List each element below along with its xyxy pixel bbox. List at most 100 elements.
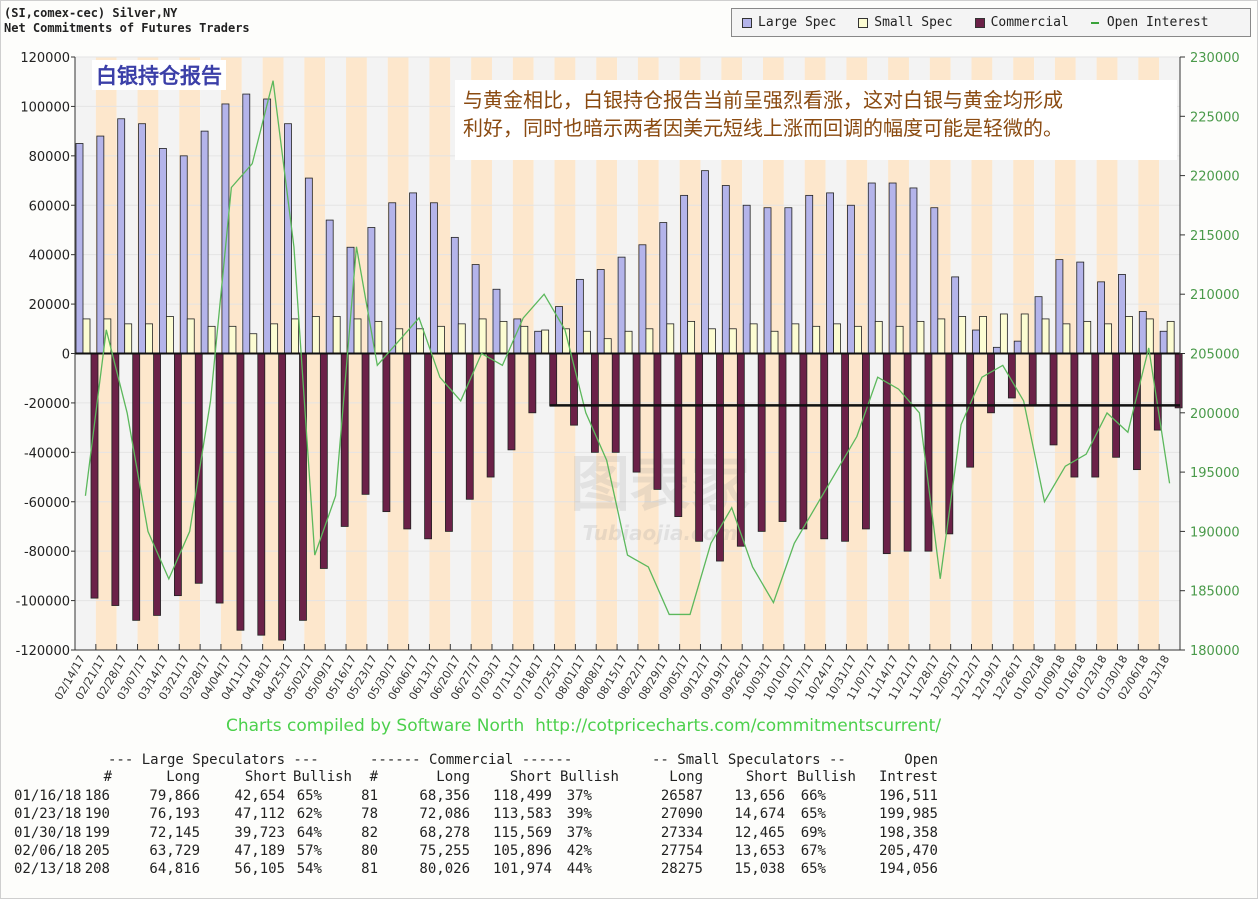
bar-small-spec [353,318,362,354]
bar-large-spec [263,98,272,354]
bar-large-spec [867,182,876,354]
bar-large-spec [1076,261,1085,354]
bar-large-spec [701,170,709,354]
table-cell: 28275 [660,861,703,878]
y2-tick-label: 215000 [1190,229,1240,244]
row-date: 02/06/18 [14,842,82,859]
bar-commercial [215,353,224,604]
legend-label: Open Interest [1106,15,1209,30]
bar-large-spec [1159,330,1168,354]
bar-commercial [716,353,724,562]
table-cell: 72,145 [149,824,200,841]
y-tick-label: 100000 [20,100,70,115]
table-cell: 47,189 [234,842,285,859]
table-cell: 80,026 [419,861,470,878]
column-header: Short [509,769,552,785]
bar-commercial [1091,353,1100,478]
bar-small-spec [1083,320,1092,354]
annotation-note: 与黄金相比，白银持仓报告当前呈强烈看涨，这对白银与黄金均形成 利好，同时也暗示两… [455,80,1177,160]
bar-small-spec [749,323,758,354]
bar-large-spec [1118,274,1126,354]
bar-small-spec [186,318,195,354]
table-cell: 47,112 [234,806,285,823]
y-tick-label: -80000 [24,545,70,560]
bar-small-spec [541,329,550,354]
table-cell: 199 [84,824,110,841]
group-header-open: Open [904,752,938,768]
legend-open-interest: Open Interest [1090,15,1209,30]
table-cell: 56,105 [234,861,285,878]
table-cell: 26587 [660,788,703,804]
bar-commercial [111,353,120,606]
bar-small-spec [582,330,591,354]
bar-small-spec [145,323,153,354]
legend-swatch-open-interest [1090,21,1099,24]
chart-title: Net Commitments of Futures Traders [4,21,250,35]
bar-small-spec [416,328,424,354]
bar-small-spec [979,316,987,354]
bar-large-spec [1034,296,1043,354]
bar-large-spec [680,194,689,354]
bar-large-spec [430,202,438,354]
bar-small-spec [82,318,91,354]
y-tick-label: -120000 [16,644,70,659]
bar-small-spec [666,323,675,354]
bar-commercial [1133,353,1141,471]
table-cell: 13,653 [734,842,785,859]
bar-large-spec [930,207,939,354]
y2-tick-label: 225000 [1190,110,1240,125]
bar-large-spec [75,143,84,354]
bar-large-spec [805,194,814,354]
bar-commercial [903,353,912,552]
bar-large-spec [325,219,334,354]
row-date: 01/16/18 [14,788,82,804]
table-cell: 205,470 [878,842,938,859]
table-cell: 69% [800,824,826,841]
table-cell: 186 [84,788,110,804]
y-tick-label: 120000 [20,51,70,66]
bar-commercial [862,353,870,530]
row-date: 01/23/18 [14,806,82,823]
bar-large-spec [409,192,417,354]
bar-commercial [945,353,954,535]
bar-commercial [799,353,808,530]
bar-commercial [841,353,849,542]
legend-swatch-commercial [974,17,985,28]
table-cell: 27090 [660,806,703,823]
bar-small-spec [603,338,612,354]
legend-label: Commercial [990,15,1069,30]
bar-commercial [382,353,391,513]
y2-tick-label: 210000 [1190,288,1240,303]
bar-large-spec [1097,281,1106,354]
column-header: Long [669,769,703,785]
bar-small-spec [958,316,967,354]
row-date: 02/13/18 [14,861,82,878]
bar-small-spec [1104,323,1113,354]
table-cell: 39% [566,806,592,823]
legend-swatch-large-spec [742,17,752,28]
row-date: 01/30/18 [14,824,82,841]
y-tick-label: -20000 [24,397,70,412]
bar-large-spec [575,278,584,354]
table-cell: 80 [361,842,378,859]
bar-large-spec [1013,340,1022,354]
bar-commercial [403,353,412,530]
bar-small-spec [833,323,841,354]
bar-small-spec [645,328,654,354]
table-cell: 65% [296,788,322,804]
table-cell: 101,974 [492,861,552,878]
column-header: Bullish [559,769,619,785]
column-header: Intrest [878,769,938,785]
table-cell: 194,056 [878,861,938,878]
bar-large-spec [284,123,292,354]
y2-tick-label: 205000 [1190,348,1240,363]
legend-label: Large Spec [758,15,837,30]
bar-small-spec [520,325,529,354]
y-tick-label: 0 [62,348,70,363]
bar-large-spec [847,204,855,354]
table-cell: 42% [566,842,592,859]
legend-label: Small Spec [874,15,953,30]
bar-commercial [987,353,995,414]
annotation-title: 白银持仓报告 [92,60,226,90]
